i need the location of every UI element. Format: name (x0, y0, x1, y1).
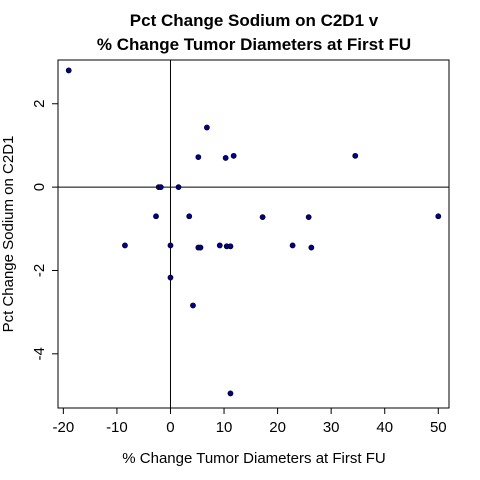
data-point (308, 244, 315, 251)
data-point (195, 154, 202, 161)
data-point (175, 184, 182, 191)
data-point (289, 242, 296, 249)
data-point (65, 67, 72, 74)
plot-frame (57, 59, 450, 409)
y-tick-label: -4 (31, 347, 48, 360)
data-point (186, 213, 193, 220)
data-point (222, 155, 229, 161)
data-point (305, 214, 312, 221)
y-axis: -4 -2 0 2 (31, 100, 58, 360)
x-tick-label: -10 (106, 419, 128, 436)
x-axis: -20 -10 0 10 20 30 40 50 (53, 408, 447, 436)
data-point (352, 152, 359, 159)
data-point (204, 124, 210, 131)
data-point (259, 214, 266, 221)
y-tick-label: 2 (31, 100, 48, 108)
data-point (153, 213, 159, 220)
y-axis-label: Pct Change Sodium on C2D1 (0, 136, 17, 333)
reference-lines (58, 60, 449, 408)
x-tick-label: 0 (166, 419, 174, 436)
data-point (167, 242, 174, 249)
data-point (122, 242, 128, 249)
x-tick-label: -20 (53, 419, 75, 436)
data-point (227, 390, 234, 397)
chart-title-line-2: % Change Tumor Diameters at First FU (97, 35, 411, 54)
x-tick-label: 50 (430, 419, 447, 436)
x-tick-label: 40 (376, 419, 393, 436)
data-point (190, 302, 196, 309)
data-point (227, 243, 234, 250)
x-tick-label: 30 (323, 419, 340, 436)
data-point (167, 274, 174, 281)
chart-title-line-1: Pct Change Sodium on C2D1 v (130, 11, 379, 30)
data-point (435, 213, 442, 220)
x-tick-label: 20 (269, 419, 286, 436)
x-axis-label: % Change Tumor Diameters at First FU (122, 450, 385, 467)
data-point (230, 152, 237, 159)
data-point (197, 244, 204, 251)
data-point (157, 184, 164, 191)
y-tick-label: 0 (31, 183, 48, 191)
data-points (65, 67, 442, 397)
y-tick-label: -2 (31, 264, 48, 277)
x-tick-label: 10 (216, 419, 233, 436)
data-point (216, 242, 223, 249)
